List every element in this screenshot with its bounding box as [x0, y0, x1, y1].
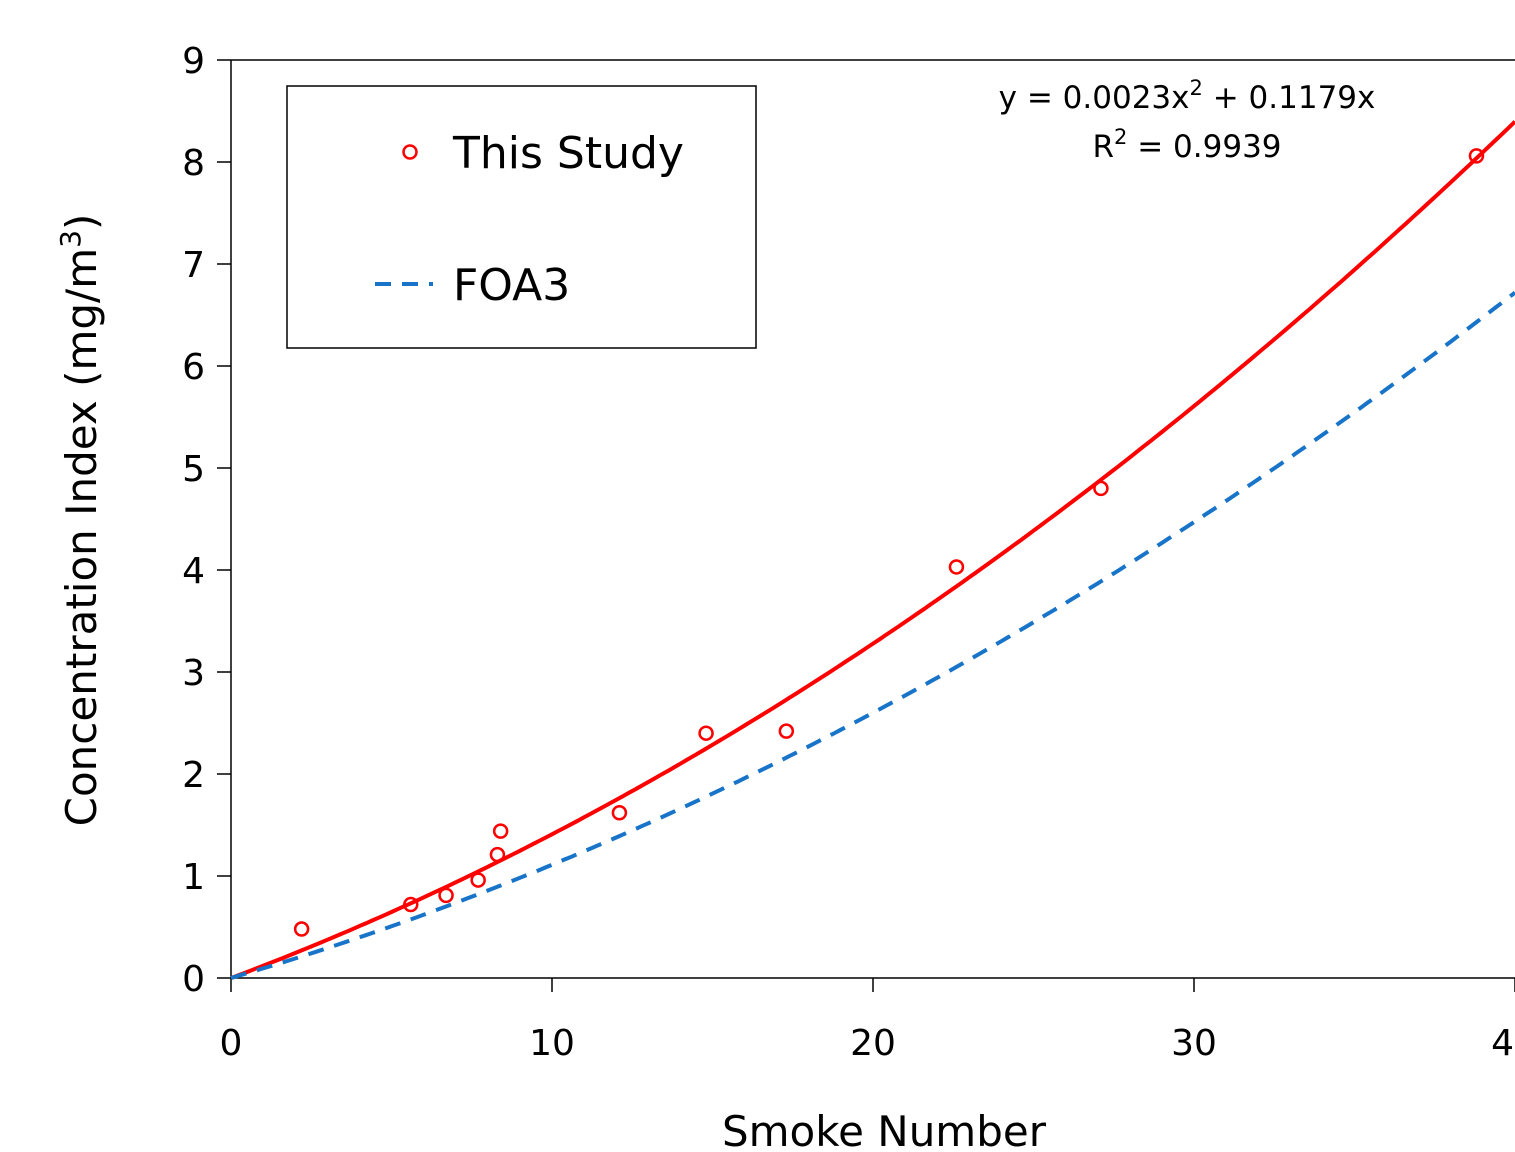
data-point [438, 887, 454, 904]
x-tick-label: 30 [1171, 1023, 1217, 1064]
plot-area: 0 1 2 3 4 5 6 7 8 9 0 10 20 30 4 [182, 41, 1515, 1064]
data-point [470, 872, 486, 888]
x-tick-label: 4 [1491, 1023, 1514, 1064]
legend-box [286, 85, 757, 349]
y-tick-label: 8 [182, 143, 205, 184]
y-tick-label: 3 [182, 653, 205, 694]
legend-marker-this-study [402, 144, 418, 160]
y-tick-label: 2 [182, 755, 205, 796]
x-tick-label: 10 [529, 1023, 575, 1064]
data-point [492, 823, 509, 839]
x-axis-title: Smoke Number [722, 1107, 1047, 1152]
y-tick-label: 6 [182, 347, 205, 388]
data-points [293, 148, 1485, 937]
data-point [489, 846, 506, 863]
y-tick-label: 1 [182, 857, 205, 898]
y-ticks: 0 1 2 3 4 5 6 7 8 9 [182, 41, 231, 1000]
x-ticks: 0 10 20 30 4 [220, 978, 1515, 1064]
legend: This Study FOA3 [286, 85, 757, 349]
fit-equation: y = 0.0023x2 + 0.1179x [999, 76, 1376, 116]
y-axis-title: Concentration Index (mg/m3) [54, 214, 106, 827]
legend-label-foa3: FOA3 [453, 260, 570, 311]
y-tick-label: 0 [182, 959, 205, 1000]
data-point [1468, 148, 1485, 164]
y-tick-label: 5 [182, 449, 205, 490]
series-lines [230, 120, 1515, 980]
x-tick-label: 0 [220, 1023, 243, 1064]
y-tick-label: 9 [182, 41, 205, 82]
y-tick-label: 7 [182, 245, 205, 286]
data-point [611, 805, 628, 821]
data-point [403, 896, 419, 913]
data-point [778, 723, 795, 739]
series-line-foa3 [230, 291, 1515, 980]
y-tick-label: 4 [182, 551, 205, 592]
data-point [293, 921, 310, 937]
legend-label-this-study: This Study [452, 128, 684, 179]
series-line-fit [230, 120, 1515, 980]
data-point [948, 559, 965, 575]
x-tick-label: 20 [850, 1023, 896, 1064]
data-point [1093, 480, 1109, 497]
data-point [698, 725, 714, 741]
r-squared: R2 = 0.9939 [1092, 125, 1281, 165]
